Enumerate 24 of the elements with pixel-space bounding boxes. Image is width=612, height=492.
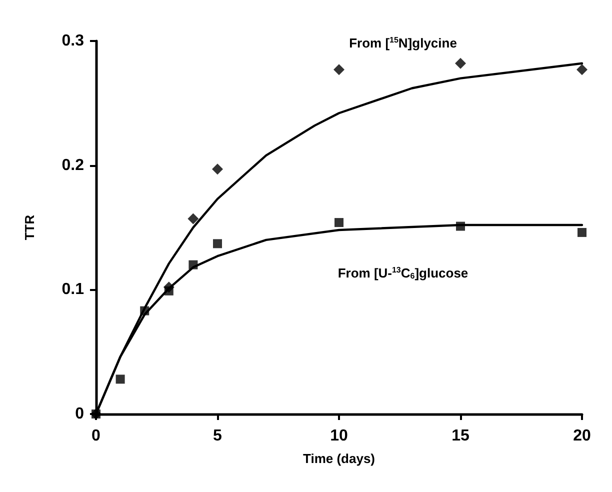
point [213,239,222,248]
point [578,228,586,237]
point [140,306,150,316]
x-tick-label: 5 [213,428,222,444]
point [456,222,465,231]
y-tick-label: 0.2 [62,156,84,174]
point [334,218,344,228]
point [212,164,223,175]
point [188,213,199,224]
y-tick-label: 0.3 [62,32,84,50]
point [163,282,174,293]
y-axis-title: TTR [22,214,37,240]
point [188,260,198,270]
x-tick-label: 10 [330,428,348,444]
point [116,374,125,384]
y-tick-label: 0.1 [62,281,84,298]
point [334,64,344,76]
x-tick-label: 0 [92,428,101,444]
x-tick-label: 15 [452,428,470,444]
point [455,58,466,69]
x-tick-label: 20 [573,428,591,444]
point [576,64,588,76]
y-tick-label: 0 [75,406,84,422]
x-axis-title: Time (days) [302,451,376,466]
